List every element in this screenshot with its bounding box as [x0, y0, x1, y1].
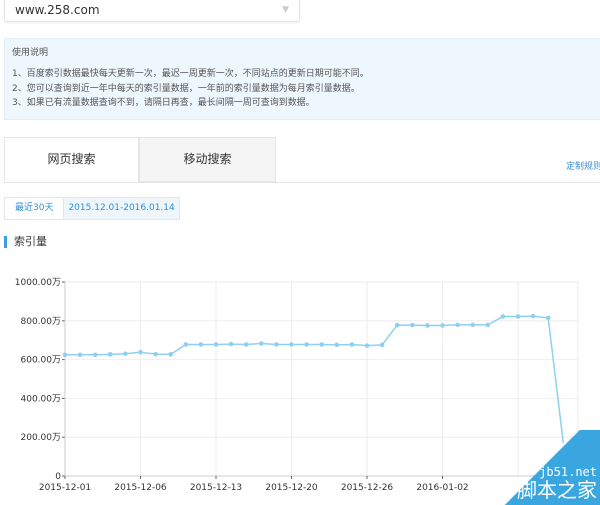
chevron-down-icon: ▼ [282, 5, 289, 15]
data-point [440, 323, 445, 328]
data-point [379, 342, 385, 348]
data-point [243, 342, 249, 347]
data-point [500, 314, 506, 319]
tab-web-search[interactable]: 网页搜索 [4, 137, 139, 182]
data-point [62, 352, 68, 358]
data-point [364, 343, 370, 348]
data-point [304, 342, 309, 347]
data-point [92, 352, 98, 358]
data-point [168, 352, 173, 357]
usage-notes: 使用说明 1、百度索引数据最快每天更新一次，最迟一周更新一次，不同站点的更新日期… [4, 38, 600, 120]
x-tick-label: 2015-12-13 [190, 483, 242, 493]
help-title: 使用说明 [12, 48, 49, 58]
data-point [349, 342, 355, 347]
custom-rules-link[interactable]: 定制规则 [565, 162, 600, 172]
data-point [394, 322, 400, 328]
x-tick-label: 2015-12-20 [265, 483, 318, 493]
series-line [65, 315, 565, 444]
x-tick-label: 2015-12-06 [114, 483, 167, 493]
x-tick-label: 2015-12-01 [39, 483, 91, 493]
data-point [319, 342, 325, 347]
date-range-button[interactable]: 2015.12.01-2016.01.14 [64, 197, 180, 220]
data-point [183, 342, 189, 347]
data-point [470, 322, 476, 328]
data-point [515, 314, 521, 319]
data-point [228, 341, 234, 347]
y-tick-label: 1000.00万 [15, 278, 61, 288]
data-point [153, 351, 158, 357]
data-point [274, 342, 279, 347]
data-point [123, 351, 128, 357]
watermark-name: 脚本之家 [517, 478, 597, 502]
data-point [259, 341, 264, 346]
search-tabs: 网页搜索 移动搜索 [4, 137, 600, 183]
data-point [545, 315, 551, 321]
recent-30-days-button[interactable]: 最近30天 [4, 197, 65, 220]
y-tick-label: 600.00万 [21, 356, 62, 366]
site-select[interactable]: www.258.com ▼ [4, 0, 300, 22]
data-point [289, 342, 294, 347]
data-point [530, 313, 536, 319]
tab-mobile-search[interactable]: 移动搜索 [139, 137, 276, 182]
data-point [455, 322, 460, 328]
date-range: 最近30天 2015.12.01-2016.01.14 [4, 197, 180, 220]
help-line: 1、百度索引数据最快每天更新一次，最迟一周更新一次，不同站点的更新日期可能不同。 [12, 69, 369, 79]
y-tick-label: 400.00万 [21, 394, 62, 404]
data-point [425, 323, 430, 328]
y-tick-label: 200.00万 [21, 433, 62, 443]
data-point [138, 349, 143, 355]
section-title: 索引量 [4, 236, 47, 248]
data-point [334, 342, 340, 348]
data-point [410, 322, 415, 328]
x-tick-label: 2015-12-26 [341, 483, 394, 493]
x-tick-label: 2016-01-02 [416, 483, 468, 493]
data-point [108, 352, 113, 357]
y-tick-label: 800.00万 [21, 317, 62, 327]
data-point [198, 342, 204, 347]
watermark-logo: jb51.net 脚本之家 [490, 430, 600, 505]
data-point [213, 342, 219, 347]
help-line: 3、如果已有流量数据查询不到，请隔日再查，最长间隔一周可查询到数据。 [12, 98, 315, 108]
data-point [485, 322, 491, 328]
y-tick-label: 0 [55, 472, 61, 482]
help-line: 2、您可以查询到近一年中每天的索引量数据，一年前的索引量数据为每月索引量数据。 [12, 83, 360, 94]
watermark-site: jb51.net [539, 465, 597, 479]
data-point [77, 352, 83, 358]
